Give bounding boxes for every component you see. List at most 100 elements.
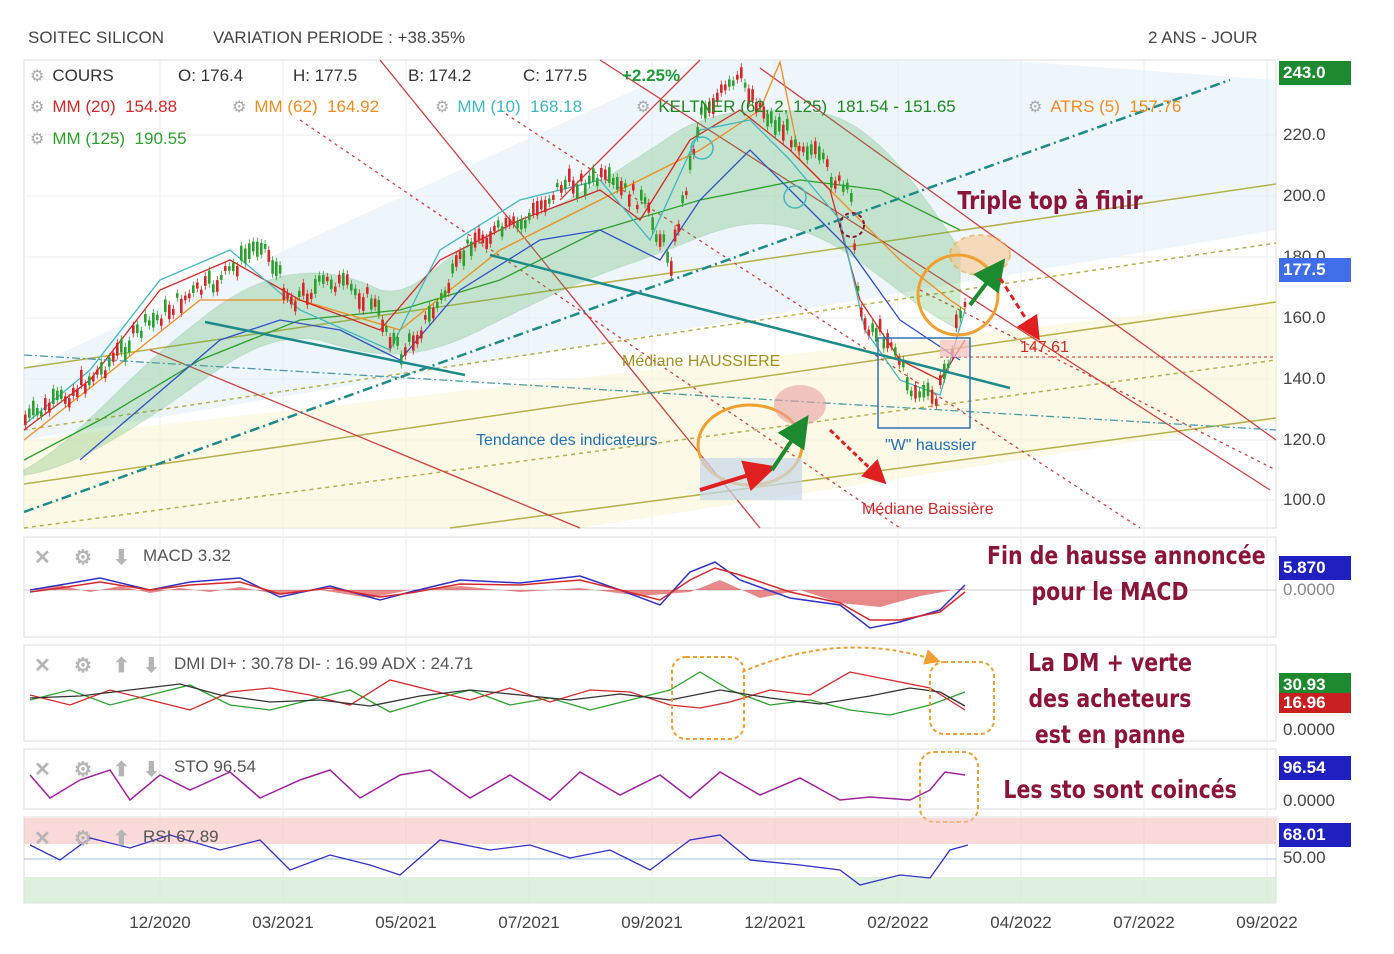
mm10-line bbox=[23, 119, 966, 426]
level-label: 147.61 bbox=[1020, 339, 1069, 356]
gear-icon[interactable]: ⚙ bbox=[232, 99, 247, 116]
sto-zero: 0.0000 bbox=[1283, 791, 1335, 810]
level-box bbox=[940, 340, 970, 357]
mm125-line bbox=[23, 179, 961, 461]
mm62-value: 164.92 bbox=[327, 97, 380, 116]
macd-panel-frame bbox=[23, 536, 1277, 638]
small-circle-2 bbox=[783, 185, 807, 209]
instrument-name: SOITEC SILICON bbox=[28, 28, 165, 47]
mm125-label: MM (125) bbox=[52, 129, 126, 148]
gear-icon[interactable]: ⚙ bbox=[74, 759, 92, 781]
gear-icon[interactable]: ⚙ bbox=[30, 99, 45, 116]
arrow-down-icon[interactable]: ⬇ bbox=[143, 759, 160, 781]
mm62-legend: ⚙ MM (62) 164.92 bbox=[232, 97, 379, 117]
mm10-legend: ⚙ MM (10) 168.18 bbox=[435, 97, 582, 117]
gear-icon[interactable]: ⚙ bbox=[30, 68, 45, 85]
sto-tag: 96.54 bbox=[1279, 756, 1351, 780]
x-tick-label: 07/2021 bbox=[498, 913, 560, 932]
rsi-line bbox=[29, 834, 969, 886]
gear-icon[interactable]: ⚙ bbox=[435, 99, 450, 116]
legend-row-1: ⚙ COURS bbox=[30, 66, 114, 86]
w-pattern-box bbox=[877, 337, 971, 429]
change-value: +2.25% bbox=[622, 66, 681, 85]
green-arrow-tendance bbox=[770, 415, 809, 472]
di-minus-line bbox=[29, 671, 966, 711]
macd-zero: 0.0000 bbox=[1283, 580, 1335, 599]
x-tick-label: 04/2022 bbox=[990, 913, 1052, 932]
x-tick-label: 07/2022 bbox=[1113, 913, 1175, 932]
dmi-legend: DMI DI+ : 30.78 DI- : 16.99 ADX : 24.71 bbox=[174, 654, 473, 674]
di-plus-line bbox=[29, 671, 966, 716]
x-tick-label: 05/2021 bbox=[375, 913, 437, 932]
atrs-legend: ⚙ ATRS (5) 157.76 bbox=[1028, 97, 1181, 117]
signal-line bbox=[29, 567, 966, 621]
close-icon[interactable]: ✕ bbox=[34, 828, 51, 850]
dmi-zero: 0.0000 bbox=[1283, 720, 1335, 739]
neckline-2 bbox=[489, 253, 1011, 390]
atrs-value: 157.76 bbox=[1129, 97, 1182, 116]
dmi-note-1: La DM + verte bbox=[1028, 648, 1192, 677]
red-arrow-tendance bbox=[699, 460, 777, 492]
close-icon[interactable]: ✕ bbox=[34, 655, 51, 677]
dmi-minus-tag: 16.96 bbox=[1279, 693, 1351, 713]
dash-dot-flat bbox=[23, 354, 1277, 431]
green-arrow-top bbox=[968, 258, 1006, 307]
adx-line bbox=[29, 683, 966, 707]
candlesticks bbox=[24, 63, 967, 430]
arrow-down-icon[interactable]: ⬇ bbox=[143, 655, 160, 677]
gear-icon[interactable]: ⚙ bbox=[636, 99, 651, 116]
y-tick-120: 120.0 bbox=[1283, 430, 1326, 449]
small-circle-3 bbox=[839, 212, 865, 238]
cours-label: COURS bbox=[52, 66, 114, 85]
pitchfork-zone-blue bbox=[24, 60, 1276, 440]
current-ellipse bbox=[916, 253, 1000, 337]
arrow-up-icon[interactable]: ⬆ bbox=[113, 828, 130, 850]
gear-icon[interactable]: ⚙ bbox=[74, 655, 92, 677]
rsi-overbought-zone bbox=[24, 818, 1276, 844]
tendance-box bbox=[700, 458, 802, 500]
rsi-label: RSI bbox=[143, 827, 172, 846]
gear-icon[interactable]: ⚙ bbox=[74, 828, 92, 850]
red-arrow-top bbox=[998, 277, 1040, 341]
mm125-legend: ⚙ MM (125) 190.55 bbox=[30, 129, 187, 149]
sto-panel-frame bbox=[23, 748, 1277, 810]
mm20-label: MM (20) bbox=[52, 97, 116, 116]
period-selector[interactable]: 2 ANS - JOUR bbox=[1148, 28, 1258, 47]
keltner-label: KELTNER (62, 2, 125) bbox=[658, 97, 828, 116]
rsi-legend: RSI 67.89 bbox=[143, 827, 219, 847]
period-variation: VARIATION PERIODE : +38.35% bbox=[213, 28, 466, 47]
last-price-tag: 177.5 bbox=[1279, 258, 1351, 282]
gear-icon[interactable]: ⚙ bbox=[1028, 99, 1043, 116]
rsi-tag: 68.01 bbox=[1279, 823, 1351, 847]
dmi-label: DMI bbox=[174, 654, 206, 673]
macd-note-2: pour le MACD bbox=[1031, 577, 1189, 606]
arrow-up-icon[interactable]: ⬆ bbox=[113, 655, 130, 677]
dmi-panel-frame bbox=[23, 644, 1277, 742]
dmi-note-2: des acheteurs bbox=[1028, 684, 1192, 713]
close-icon[interactable]: ✕ bbox=[34, 759, 51, 781]
tendance-label: Tendance des indicateurs bbox=[476, 432, 658, 449]
mm125-value: 190.55 bbox=[134, 129, 187, 148]
x-tick-label: 03/2021 bbox=[252, 913, 314, 932]
mm20-legend: ⚙ MM (20) 154.88 bbox=[30, 97, 177, 117]
macd-label: MACD bbox=[143, 546, 194, 565]
x-tick-label: 12/2020 bbox=[129, 913, 191, 932]
arrow-up-icon[interactable]: ⬆ bbox=[113, 759, 130, 781]
macd-value: 3.32 bbox=[197, 546, 231, 565]
x-tick-label: 09/2022 bbox=[1236, 913, 1298, 932]
high-value: H: 177.5 bbox=[293, 66, 358, 85]
gear-icon[interactable]: ⚙ bbox=[74, 547, 92, 569]
macd-line bbox=[29, 561, 966, 629]
mm62-label: MM (62) bbox=[254, 97, 318, 116]
gear-icon[interactable]: ⚙ bbox=[30, 131, 45, 148]
close-icon[interactable]: ✕ bbox=[34, 547, 51, 569]
sto-note: Les sto sont coincés bbox=[1003, 775, 1237, 804]
arrow-down-icon[interactable]: ⬇ bbox=[113, 547, 130, 569]
w-haussier-label: "W" haussier bbox=[885, 437, 977, 454]
mm10-label: MM (10) bbox=[457, 97, 521, 116]
y-tick-160: 160.0 bbox=[1283, 308, 1326, 327]
y-tick-200: 200.0 bbox=[1283, 186, 1326, 205]
macd-note-1: Fin de hausse annoncée bbox=[987, 541, 1266, 570]
red-arrow-baissiere bbox=[828, 428, 887, 485]
